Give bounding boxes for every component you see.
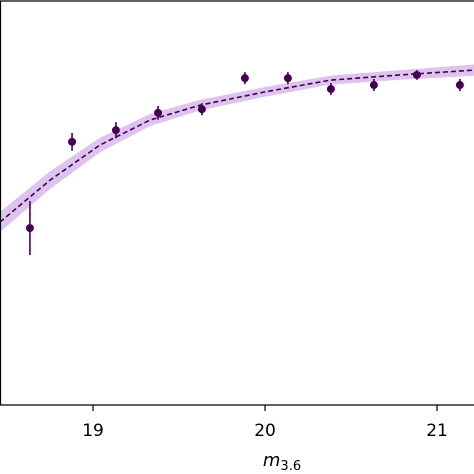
x-tick-label: 19 (82, 421, 104, 441)
data-point (369, 81, 378, 90)
data-point (154, 108, 163, 117)
x-axis-label: m3.6 (263, 450, 301, 474)
data-point (412, 70, 421, 79)
x-tick-label: 20 (254, 421, 276, 441)
data-point (455, 81, 464, 90)
data-point (240, 74, 249, 83)
x-tick-label: 21 (426, 421, 448, 441)
data-point (68, 137, 77, 146)
data-point (283, 74, 292, 83)
x-label-main: m (263, 450, 281, 471)
data-point (197, 105, 206, 114)
confidence-band (0, 64, 474, 233)
data-point (111, 126, 120, 135)
fit-line (0, 69, 474, 223)
data-point (25, 224, 34, 233)
x-label-subscript: 3.6 (280, 459, 301, 474)
plot-area (0, 64, 474, 256)
data-point (326, 85, 335, 94)
